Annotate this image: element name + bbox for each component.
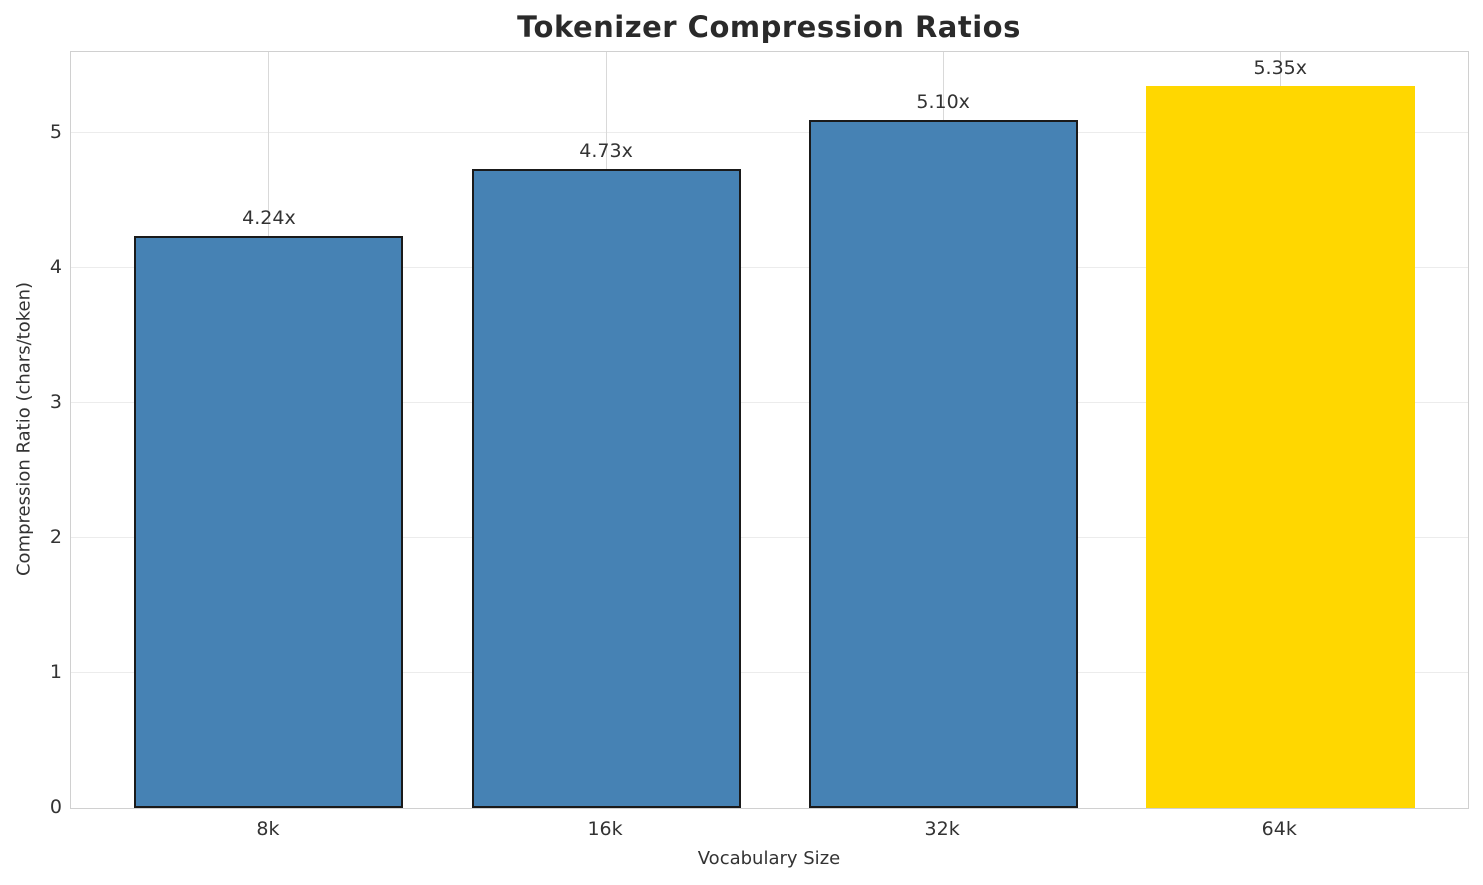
x-axis-label: Vocabulary Size <box>697 848 841 869</box>
bar-32k <box>808 119 1078 808</box>
gridline-horizontal <box>71 267 1468 268</box>
chart-title: Tokenizer Compression Ratios <box>517 10 1021 44</box>
x-tick-label: 8k <box>256 818 280 840</box>
x-tick-label: 16k <box>587 818 623 840</box>
y-tick-label: 1 <box>49 661 62 683</box>
gridline-horizontal <box>71 402 1468 403</box>
bar-value-label: 5.10x <box>916 90 970 113</box>
gridline-horizontal <box>71 672 1468 673</box>
x-tick-label: 32k <box>924 818 960 840</box>
bar-16k <box>471 169 741 808</box>
gridline-horizontal <box>71 132 1468 133</box>
y-tick-label: 0 <box>49 796 62 818</box>
y-tick-label: 4 <box>49 256 62 278</box>
bar-value-label: 5.35x <box>1253 56 1308 79</box>
gridline-horizontal <box>71 537 1468 538</box>
bar-8k <box>134 235 404 808</box>
y-tick-label: 5 <box>49 121 62 143</box>
bar-64k <box>1145 85 1415 808</box>
y-axis-label: Compression Ratio (chars/token) <box>13 281 35 577</box>
y-tick-label: 3 <box>49 391 62 413</box>
plot-area: 4.24x 4.73x 5.10x 5.35x <box>70 51 1469 809</box>
x-tick-label: 64k <box>1261 818 1297 840</box>
y-tick-label: 2 <box>49 526 62 548</box>
bar-value-label: 4.73x <box>579 140 633 163</box>
bar-value-label: 4.24x <box>242 206 296 229</box>
